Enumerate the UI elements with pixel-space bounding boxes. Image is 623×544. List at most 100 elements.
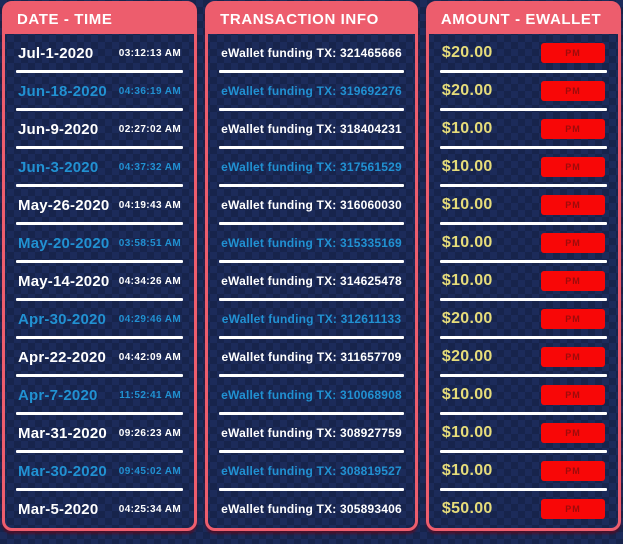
table-row: eWallet funding TX: 318404231 — [208, 110, 415, 149]
time-label: 03:12:13 AM — [118, 47, 182, 59]
amount-ewallet-header-label: AMOUNT - EWALLET — [440, 10, 602, 28]
table-row: eWallet funding TX: 314625478 — [208, 262, 415, 301]
table-row: eWallet funding TX: 317561529 — [208, 148, 415, 187]
table-row: $10.00 PM — [429, 376, 618, 415]
table-row: Mar-5-2020 04:25:34 AM — [5, 490, 194, 528]
transaction-info-panel: TRANSACTION INFO eWallet funding TX: 321… — [205, 1, 418, 531]
date-label: May-14-2020 — [18, 272, 110, 290]
table-row: $20.00 PM — [429, 72, 618, 111]
table-row: May-26-2020 04:19:43 AM — [5, 186, 194, 225]
table-row: $10.00 PM — [429, 148, 618, 187]
transactions-page: DATE - TIME Jul-1-2020 03:12:13 AM Jun-18… — [2, 1, 621, 531]
table-row: $20.00 PM — [429, 34, 618, 73]
amount-label: $50.00 — [441, 500, 493, 517]
table-row: Apr-7-2020 11:52:41 AM — [5, 376, 194, 415]
date-label: Jun-18-2020 — [18, 82, 107, 100]
table-row: $10.00 PM — [429, 414, 618, 453]
amount-label: $10.00 — [441, 234, 493, 251]
date-time-header: DATE - TIME — [5, 4, 195, 34]
date-label: Mar-30-2020 — [18, 462, 107, 480]
amount-ewallet-panel: AMOUNT - EWALLET $20.00 PM $20.00 PM $10.0… — [425, 1, 621, 531]
pm-button[interactable]: PM — [541, 81, 605, 101]
table-row: Jul-1-2020 03:12:13 AM — [5, 34, 194, 73]
transaction-label: eWallet funding TX: 321465666 — [221, 46, 402, 60]
amount-label: $10.00 — [441, 272, 493, 289]
amount-label: $20.00 — [441, 348, 493, 365]
table-row: $20.00 PM — [429, 300, 618, 339]
transaction-info-header-label: TRANSACTION INFO — [220, 10, 379, 28]
table-row: Jun-18-2020 04:36:19 AM — [5, 72, 194, 111]
table-row: $10.00 PM — [429, 262, 618, 301]
pm-button[interactable]: PM — [541, 157, 605, 177]
table-row: $10.00 PM — [429, 224, 618, 263]
amount-label: $10.00 — [441, 386, 493, 403]
pm-button[interactable]: PM — [541, 233, 605, 253]
amount-label: $20.00 — [441, 310, 493, 327]
date-time-header-label: DATE - TIME — [17, 10, 113, 28]
table-row: $10.00 PM — [429, 452, 618, 491]
amount-label: $10.00 — [441, 158, 493, 175]
pm-button[interactable]: PM — [541, 347, 605, 367]
table-row: $10.00 PM — [429, 110, 618, 149]
time-label: 09:45:02 AM — [118, 465, 182, 477]
transaction-label: eWallet funding TX: 308819527 — [221, 464, 402, 478]
transaction-info-rows: eWallet funding TX: 321465666 eWallet fu… — [208, 34, 415, 528]
table-row: eWallet funding TX: 319692276 — [208, 72, 415, 111]
time-label: 04:29:46 AM — [118, 313, 182, 325]
transaction-info-header: TRANSACTION INFO — [208, 4, 415, 34]
amount-label: $10.00 — [441, 120, 493, 137]
table-row: eWallet funding TX: 310068908 — [208, 376, 415, 415]
date-label: May-20-2020 — [18, 234, 110, 252]
transaction-label: eWallet funding TX: 318404231 — [221, 122, 402, 136]
table-row: eWallet funding TX: 305893406 — [208, 490, 415, 528]
amount-ewallet-rows: $20.00 PM $20.00 PM $10.00 PM $10.00 PM $10.… — [429, 34, 618, 528]
amount-label: $10.00 — [441, 196, 493, 213]
amount-label: $20.00 — [441, 44, 493, 61]
transaction-label: eWallet funding TX: 316060030 — [221, 198, 402, 212]
time-label: 04:34:26 AM — [118, 275, 182, 287]
date-label: Apr-22-2020 — [18, 348, 107, 366]
pm-button[interactable]: PM — [541, 385, 605, 405]
transaction-label: eWallet funding TX: 317561529 — [221, 160, 402, 174]
pm-button[interactable]: PM — [541, 499, 605, 519]
table-row: Jun-9-2020 02:27:02 AM — [5, 110, 194, 149]
date-label: Apr-7-2020 — [18, 386, 98, 404]
table-row: eWallet funding TX: 316060030 — [208, 186, 415, 225]
table-row: May-14-2020 04:34:26 AM — [5, 262, 194, 301]
transaction-label: eWallet funding TX: 314625478 — [221, 274, 402, 288]
table-row: Mar-31-2020 09:26:23 AM — [5, 414, 194, 453]
transaction-label: eWallet funding TX: 311657709 — [221, 350, 402, 364]
table-row: Apr-30-2020 04:29:46 AM — [5, 300, 194, 339]
date-label: Mar-31-2020 — [18, 424, 107, 442]
pm-button[interactable]: PM — [541, 119, 605, 139]
transaction-label: eWallet funding TX: 308927759 — [221, 426, 402, 440]
table-row: eWallet funding TX: 321465666 — [208, 34, 415, 73]
amount-ewallet-header: AMOUNT - EWALLET — [428, 4, 618, 34]
pm-button[interactable]: PM — [541, 271, 605, 291]
transaction-label: eWallet funding TX: 305893406 — [221, 502, 402, 516]
amount-label: $10.00 — [441, 462, 493, 479]
table-row: Apr-22-2020 04:42:09 AM — [5, 338, 194, 377]
pm-button[interactable]: PM — [541, 461, 605, 481]
pm-button[interactable]: PM — [541, 309, 605, 329]
transaction-label: eWallet funding TX: 315335169 — [221, 236, 402, 250]
pm-button[interactable]: PM — [541, 43, 605, 63]
date-label: Jul-1-2020 — [18, 44, 94, 62]
time-label: 03:58:51 AM — [118, 237, 182, 249]
table-row: eWallet funding TX: 308927759 — [208, 414, 415, 453]
time-label: 04:36:19 AM — [118, 85, 182, 97]
pm-button[interactable]: PM — [541, 195, 605, 215]
amount-label: $20.00 — [441, 82, 493, 99]
transaction-label: eWallet funding TX: 310068908 — [221, 388, 402, 402]
date-time-panel: DATE - TIME Jul-1-2020 03:12:13 AM Jun-18… — [2, 1, 198, 531]
table-row: May-20-2020 03:58:51 AM — [5, 224, 194, 263]
time-label: 09:26:23 AM — [118, 427, 182, 439]
table-row: eWallet funding TX: 312611133 — [208, 300, 415, 339]
time-label: 02:27:02 AM — [118, 123, 182, 135]
table-row: $10.00 PM — [429, 186, 618, 225]
pm-button[interactable]: PM — [541, 423, 605, 443]
table-row: Jun-3-2020 04:37:32 AM — [5, 148, 194, 187]
time-label: 04:42:09 AM — [118, 351, 182, 363]
table-row: eWallet funding TX: 308819527 — [208, 452, 415, 491]
table-row: $50.00 PM — [429, 490, 618, 528]
